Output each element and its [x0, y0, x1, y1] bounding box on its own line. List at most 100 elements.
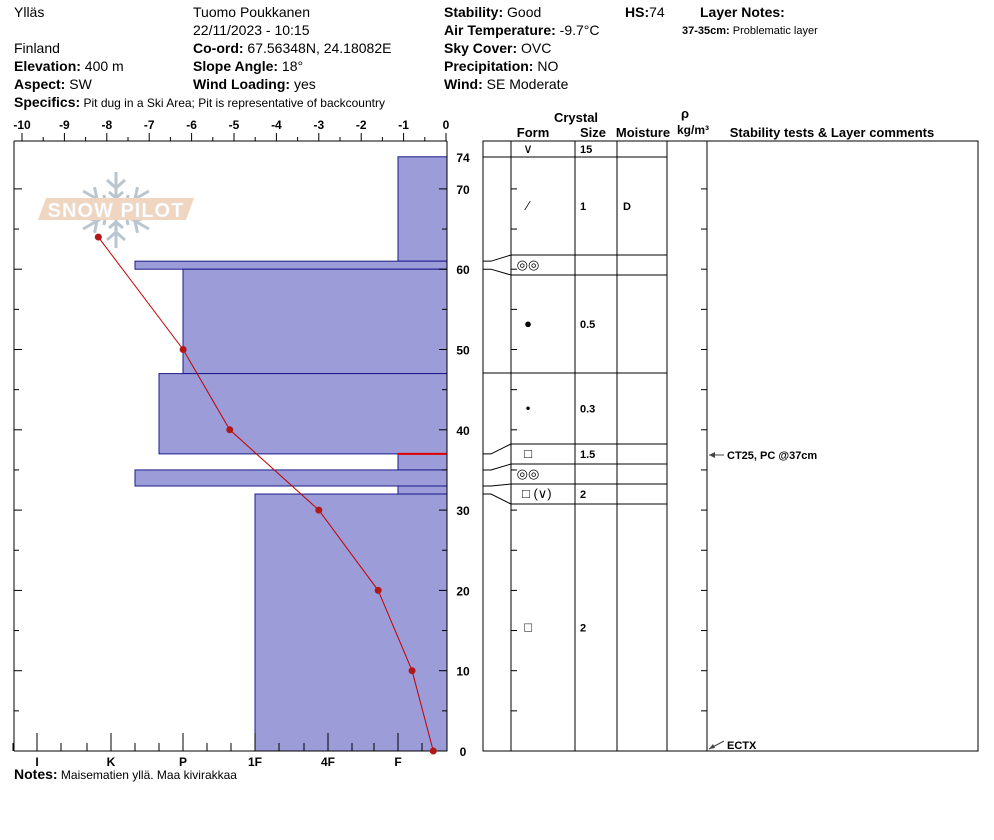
observer: Tuomo Poukkanen	[193, 4, 310, 20]
wind: Wind: SE Moderate	[444, 76, 569, 92]
crystal-size: 1.5	[580, 449, 595, 461]
hardness-tick-label: 4F	[321, 755, 335, 769]
arrow-head	[709, 744, 715, 749]
temp-tick-label: 0	[443, 118, 450, 132]
crystal-form-symbol: □	[524, 446, 532, 461]
precipitation: Precipitation: NO	[444, 58, 558, 74]
aspect: Aspect: SW	[14, 76, 93, 92]
hardness-tick-label: P	[179, 755, 187, 769]
hardness-bar-5	[134, 469, 448, 487]
hardness-tick-label: I	[35, 755, 38, 769]
wind-loading: Wind Loading: yes	[193, 76, 316, 92]
snowflake-branch	[106, 229, 126, 242]
sky-cover: Sky Cover: OVC	[444, 40, 551, 56]
temp-tick-label: -6	[186, 118, 197, 132]
depth-tick-label: 70	[456, 183, 470, 197]
crystal-form-symbol: ∨	[523, 141, 533, 156]
layer-table: ∨ 15 ⁄ 1 D ◎◎ ● 0.5 • 0.3 □ 1.5 ◎◎ □ (∨) 2 □ 2 CT25, PC @…	[482, 140, 979, 752]
snowpilot-logo: SNOW PILOT	[38, 172, 194, 248]
depth-tick-label: 10	[456, 665, 470, 679]
header-form: Form	[517, 125, 550, 140]
hardness-bar-0	[397, 156, 448, 262]
layer-connector	[483, 443, 512, 455]
layer-notes-title: Layer Notes:	[700, 4, 785, 20]
temperature-point	[374, 586, 382, 594]
crystal-size: 2	[580, 489, 586, 501]
location: Ylläs	[14, 4, 44, 20]
crystal-size: 1	[580, 201, 586, 213]
datetime: 22/11/2023 - 10:15	[193, 22, 310, 38]
header-crystal: Crystal	[554, 110, 598, 125]
hardness-bar-6	[397, 485, 448, 495]
country: Finland	[14, 40, 60, 56]
stability-test-label: CT25, PC @37cm	[727, 450, 817, 462]
crystal-size: 0.3	[580, 404, 595, 416]
temp-tick-label: -2	[356, 118, 367, 132]
crystal-form-symbol: □	[524, 620, 532, 635]
layer-connector	[483, 493, 512, 505]
header-size: Size	[580, 125, 606, 140]
snowflake-branch	[108, 220, 124, 230]
depth-tick-label: 50	[456, 344, 470, 358]
elevation: Elevation: 400 m	[14, 58, 124, 74]
slope-angle: Slope Angle: 18°	[193, 58, 303, 74]
layer-connector	[483, 483, 512, 487]
table-headers: Crystal Form Size Moisture ρ kg/m³ Stabi…	[517, 106, 934, 140]
crystal-form-symbol: •	[526, 401, 531, 416]
crystal-size: 0.5	[580, 319, 595, 331]
crystal-form-symbol: □ (∨)	[522, 486, 552, 501]
temperature-point	[179, 346, 187, 353]
layer-connector	[483, 254, 512, 262]
crystal-size: 2	[580, 623, 586, 635]
depth-top-label: 74	[456, 151, 470, 165]
depth-tick-label: 0	[460, 745, 467, 759]
table-frame	[482, 140, 979, 752]
layer-note: 37-35cm: Problematic layer	[682, 25, 818, 37]
hardness-tick-label: 1F	[248, 755, 262, 769]
crystal-form-symbol: ⁄	[524, 198, 531, 213]
hardness-temperature-chart: -10 -9 -8 -7 -6 -5 -4 -3 -2 -1 001020304050607074I…	[12, 118, 470, 769]
air-temperature: Air Temperature: -9.7°C	[444, 22, 600, 38]
temperature-point	[429, 747, 437, 755]
header-comments: Stability tests & Layer comments	[730, 125, 934, 140]
temp-tick-label: -7	[144, 118, 155, 132]
temperature-point	[408, 667, 416, 675]
hardness-bar-2	[182, 268, 448, 375]
arrow-head	[709, 452, 715, 458]
stability: Stability: Good	[444, 4, 541, 20]
temp-tick-label: -9	[59, 118, 70, 132]
header-rho: ρ	[681, 106, 689, 121]
hardness-tick-label: K	[107, 755, 116, 769]
temperature-point	[315, 506, 323, 514]
temp-tick-label: -3	[313, 118, 324, 132]
temperature-point	[226, 426, 234, 434]
hardness-bar-3	[158, 373, 448, 455]
moisture: D	[623, 201, 631, 213]
depth-tick-label: 30	[456, 504, 470, 518]
layer-connector	[483, 268, 512, 276]
crystal-size: 15	[580, 144, 592, 156]
header-moisture: Moisture	[616, 125, 670, 140]
header: Ylläs Finland Elevation: 400 m Aspect: S…	[14, 4, 818, 110]
depth-tick-label: 40	[456, 424, 470, 438]
depth-tick-label: 60	[456, 263, 470, 277]
crystal-form-symbol: ◎◎	[517, 257, 540, 272]
temperature-point	[94, 233, 102, 241]
stability-test-label: ECTX	[727, 740, 757, 752]
crystal-form-symbol: ◎◎	[517, 466, 540, 481]
snow-height: HS:74	[625, 4, 665, 20]
logo-text: SNOW PILOT	[48, 200, 185, 222]
notes: Notes: Maisematien yllä. Maa kivirakkaa	[14, 766, 237, 782]
hardness-bar-7	[254, 493, 448, 752]
crystal-form-symbol: ●	[524, 316, 532, 331]
temp-tick-label: -10	[13, 118, 31, 132]
snowflake-branch	[106, 178, 126, 191]
layer-connector	[483, 463, 512, 471]
coordinates: Co-ord: 67.56348N, 24.18082E	[193, 40, 391, 56]
temp-tick-label: -8	[101, 118, 112, 132]
hardness-bar-1	[134, 260, 448, 270]
depth-tick-label: 20	[456, 584, 470, 598]
hardness-bar-4	[397, 453, 448, 471]
header-density: kg/m³	[677, 123, 709, 137]
